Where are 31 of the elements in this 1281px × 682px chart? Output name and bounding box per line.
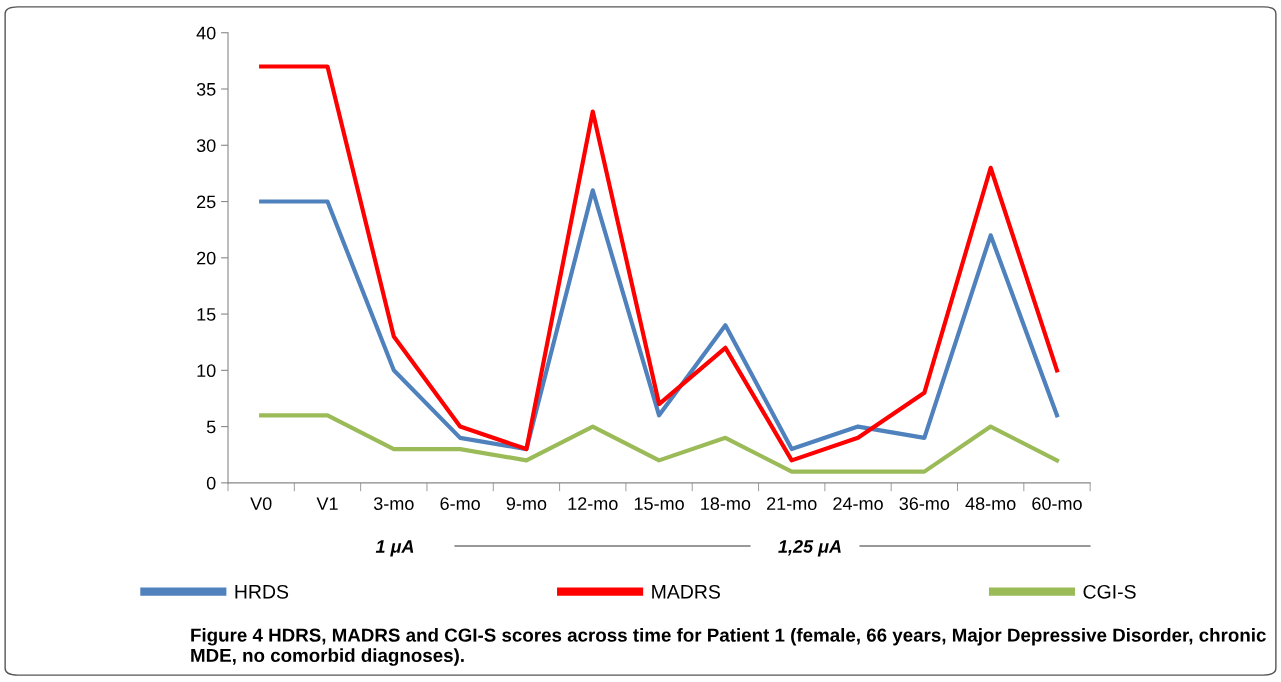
- x-tick-label: 9-mo: [506, 497, 547, 511]
- x-tick-label: V1: [316, 497, 338, 510]
- x-tick-label: 21-mo: [767, 497, 817, 511]
- x-tick-label: 18-mo: [701, 497, 751, 511]
- y-tick-label: 35: [196, 82, 216, 96]
- legend-label: MADRS: [652, 584, 720, 599]
- line-series: [259, 413, 1060, 474]
- x-tick-label: 3-mo: [373, 497, 414, 511]
- x-tick-label: 48-mo: [965, 497, 1016, 511]
- y-tick-label: 20: [197, 251, 216, 265]
- x-tick-label: 60-mo: [1032, 497, 1082, 511]
- line-series: [259, 64, 1060, 463]
- y-tick-label: 0: [206, 476, 216, 490]
- y-tick-label: 5: [206, 420, 216, 434]
- x-tick-label: 24-mo: [833, 497, 883, 511]
- x-tick-label: 12-mo: [568, 497, 618, 511]
- y-tick-label: 40: [196, 26, 216, 40]
- y-tick-label: 15: [197, 308, 216, 321]
- text: 1 μA: [375, 540, 414, 557]
- caption: Figure 4 HDRS, MADRS and CGI-S scores across time for Patient 1 (female, 66 years, Major Depressive Disorder, chronic MDE, no comorbid diagnoses).: [191, 628, 1266, 666]
- line-series: [259, 188, 1060, 452]
- x-tick-label: 15-mo: [634, 497, 684, 511]
- x-tick-label: 6-mo: [440, 497, 480, 511]
- x-tick-label: V0: [250, 497, 272, 511]
- x-tick-label: 36-mo: [899, 497, 950, 511]
- text: 1,25 μA: [778, 540, 841, 557]
- legend-label: HRDS: [235, 584, 289, 599]
- y-tick-label: 30: [196, 139, 216, 152]
- y-tick-label: 10: [197, 364, 216, 378]
- y-tick-label: 25: [197, 195, 216, 209]
- legend-label: CGI-S: [1083, 584, 1136, 599]
